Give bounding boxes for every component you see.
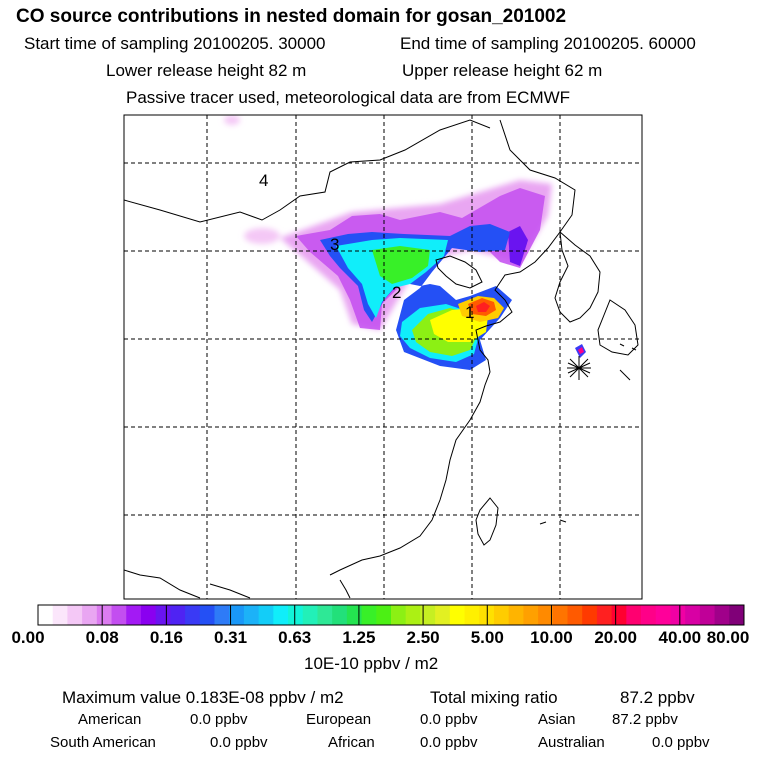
colorbar-cell [655, 605, 671, 625]
lower-release-label: Lower release height 82 m [106, 61, 307, 80]
colorbar-cell [111, 605, 127, 625]
colorbar-cell [552, 605, 568, 625]
plume-layer [224, 115, 586, 370]
colorbar-tick-label: 20.00 [594, 628, 637, 647]
region-value-european: 0.0 ppbv [420, 711, 478, 728]
colorbar-tick-label: 0.63 [278, 628, 312, 647]
colorbar-cell [464, 605, 480, 625]
colorbar-cell [685, 605, 701, 625]
region-value-african: 0.0 ppbv [420, 734, 478, 751]
upper-release-label: Upper release height 62 m [402, 61, 603, 80]
colorbar-cell [52, 605, 68, 625]
colorbar [38, 605, 745, 625]
start-time-label: Start time of sampling 20100205. 30000 [24, 34, 326, 53]
colorbar-cell [258, 605, 274, 625]
colorbar-cell [626, 605, 642, 625]
colorbar-cell [538, 605, 554, 625]
grid-lines [124, 115, 642, 599]
receptor-star-icon [567, 356, 591, 380]
plume-core [430, 296, 584, 354]
region-name-european: European [306, 711, 372, 728]
region-name-south-american: South American [50, 734, 156, 751]
colorbar-cell [523, 605, 539, 625]
colorbar-cell [346, 605, 362, 625]
colorbar-cell [435, 605, 451, 625]
region-name-american: American [78, 711, 142, 728]
colorbar-tick-label: 10.00 [530, 628, 573, 647]
colorbar-cell [155, 605, 171, 625]
colorbar-cell [229, 605, 245, 625]
colorbar-unit: 10E-10 ppbv / m2 [304, 654, 439, 673]
colorbar-cell [493, 605, 510, 625]
total-mixing-value: 87.2 ppbv [620, 688, 695, 707]
colorbar-tick-label: 1.25 [342, 628, 376, 647]
colorbar-cell [243, 605, 260, 625]
source-label-2: 2 [392, 283, 401, 302]
region-value-south-american: 0.0 ppbv [210, 734, 268, 751]
colorbar-cell [582, 605, 598, 625]
total-mixing-label: Total mixing ratio [430, 688, 558, 707]
colorbar-cell [302, 605, 318, 625]
coastlines [124, 119, 639, 599]
colorbar-cell [199, 605, 215, 625]
colorbar-cell [332, 605, 348, 625]
source-label-3: 3 [330, 235, 339, 254]
chart-title: CO source contributions in nested domain… [16, 6, 567, 27]
colorbar-cell [317, 605, 333, 625]
tracer-label: Passive tracer used, meteorological data… [126, 88, 571, 107]
colorbar-cell [288, 605, 304, 625]
end-time-label: End time of sampling 20100205. 60000 [400, 34, 696, 53]
colorbar-cell [596, 605, 613, 625]
colorbar-cell [273, 605, 289, 625]
colorbar-frame [37, 604, 745, 626]
colorbar-tick-label: 2.50 [406, 628, 440, 647]
source-label-1: 1 [465, 303, 474, 322]
colorbar-cell [38, 605, 54, 625]
colorbar-cell [126, 605, 142, 625]
colorbar-cell [67, 605, 83, 625]
colorbar-tick-label: 0.31 [213, 628, 248, 647]
region-name-asian: Asian [538, 711, 576, 728]
map-frame [123, 114, 643, 600]
colorbar-cell [611, 605, 627, 625]
region-value-australian: 0.0 ppbv [652, 734, 710, 751]
colorbar-cell [449, 605, 465, 625]
colorbar-tick-label: 0.00 [11, 628, 45, 647]
colorbar-cell [405, 605, 421, 625]
colorbar-cell [391, 605, 407, 625]
colorbar-cell [96, 605, 112, 625]
colorbar-cell [170, 605, 186, 625]
colorbar-cell [376, 605, 392, 625]
colorbar-cell [140, 605, 157, 625]
colorbar-tick-label: 80.00 [706, 628, 750, 647]
source-label-4: 4 [259, 171, 268, 190]
region-name-australian: Australian [538, 734, 605, 751]
colorbar-tick-label: 0.08 [85, 628, 119, 647]
colorbar-tick-label: 40.00 [658, 628, 702, 647]
colorbar-cell [699, 605, 715, 625]
colorbar-cell [508, 605, 524, 625]
colorbar-tick-label: 0.16 [149, 628, 183, 647]
colorbar-cell [670, 605, 686, 625]
region-value-american: 0.0 ppbv [190, 711, 248, 728]
colorbar-cell [420, 605, 436, 625]
colorbar-cell [729, 605, 745, 625]
colorbar-cell [361, 605, 377, 625]
colorbar-cell [641, 605, 657, 625]
colorbar-cell [714, 605, 730, 625]
region-value-asian: 87.2 ppbv [612, 711, 678, 728]
colorbar-cell [82, 605, 98, 625]
colorbar-cell [214, 605, 230, 625]
region-name-african: African [328, 734, 375, 751]
colorbar-cell [185, 605, 201, 625]
max-value-label: Maximum value 0.183E-08 ppbv / m2 [62, 688, 344, 707]
colorbar-tick-label: 5.00 [470, 628, 504, 647]
colorbar-cell [567, 605, 583, 625]
